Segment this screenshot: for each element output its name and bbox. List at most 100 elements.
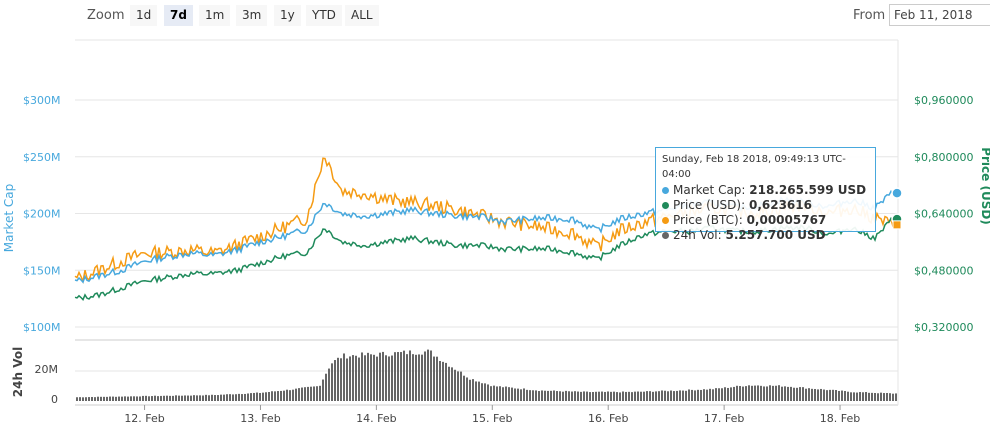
volume-bar <box>187 395 189 401</box>
volume-bar <box>817 389 819 401</box>
volume-bar <box>748 385 750 401</box>
tooltip-row-price-usd: Price (USD): 0,623616 <box>662 198 869 213</box>
volume-bar <box>316 386 318 401</box>
volume-bar <box>559 391 561 401</box>
x-tick-label: 12. Feb <box>124 412 164 425</box>
volume-bar <box>97 396 99 401</box>
volume-bar <box>400 352 402 401</box>
price-btc-dot-icon <box>662 217 669 224</box>
volume-bar <box>115 396 117 401</box>
volume-bar <box>136 396 138 401</box>
zoom-3m-button[interactable]: 3m <box>236 5 268 26</box>
volume-bar <box>703 389 705 401</box>
volume-bar <box>619 392 621 401</box>
volume-bar <box>883 393 885 401</box>
hover-markers <box>891 187 903 230</box>
volume-bar <box>379 352 381 401</box>
volume-bar <box>478 381 480 401</box>
x-tick-label: 16. Feb <box>588 412 628 425</box>
volume-bar <box>667 391 669 401</box>
volume-bar <box>112 396 114 401</box>
volume-bar <box>574 391 576 401</box>
volume-bar <box>325 373 327 401</box>
volume-bar <box>166 395 168 401</box>
zoom-7d-button[interactable]: 7d <box>164 5 193 26</box>
volume-bar <box>313 386 315 401</box>
y-left-tick-label: $100M <box>23 321 61 334</box>
volume-bar <box>712 389 714 401</box>
volume-bar <box>298 388 300 401</box>
volume-bar <box>223 394 225 401</box>
volume-bar <box>385 355 387 401</box>
volume-bar <box>508 387 510 401</box>
volume-bar <box>769 385 771 401</box>
y-right-tick-label: $0,480000 <box>914 264 974 277</box>
volume-bar <box>178 395 180 401</box>
volume-bar <box>706 389 708 401</box>
volume-bar <box>505 386 507 401</box>
volume-bar <box>109 396 111 401</box>
volume-bar <box>310 386 312 401</box>
volume-bar <box>538 391 540 401</box>
volume-bar <box>376 356 378 401</box>
volume-bar <box>523 388 525 401</box>
volume-bar <box>499 386 501 401</box>
volume-bar <box>496 386 498 401</box>
x-tick-label: 14. Feb <box>356 412 396 425</box>
volume-bar <box>445 362 447 401</box>
volume-bar <box>367 352 369 401</box>
volume-bar <box>766 386 768 401</box>
volume-bar <box>784 386 786 401</box>
volume-bar <box>643 391 645 401</box>
volume-bar <box>127 396 129 401</box>
zoom-all-button[interactable]: ALL <box>345 5 379 26</box>
volume-bar <box>637 391 639 401</box>
volume-bar <box>103 396 105 401</box>
y-axis-right: $0,320000 $0,480000 $0,640000 $0,800000 $0,9… <box>914 94 974 334</box>
zoom-label: Zoom <box>87 8 125 23</box>
volume-bar <box>439 360 441 401</box>
volume-bar <box>346 358 348 401</box>
zoom-1m-button[interactable]: 1m <box>199 5 231 26</box>
volume-bar <box>742 386 744 401</box>
volume-bar <box>391 355 393 401</box>
volume-bar <box>793 387 795 401</box>
volume-bar <box>397 352 399 401</box>
zoom-ytd-button[interactable]: YTD <box>306 5 342 26</box>
volume-bar <box>469 379 471 401</box>
volume-bar <box>535 390 537 401</box>
zoom-1y-button[interactable]: 1y <box>274 5 301 26</box>
volume-bar <box>697 389 699 401</box>
volume-bar <box>181 395 183 401</box>
volume-bar <box>718 388 720 401</box>
tooltip-row-price-btc: Price (BTC): 0,00005767 <box>662 213 869 228</box>
volume-bar <box>631 392 633 401</box>
volume-bar <box>526 389 528 401</box>
volume-bar <box>424 351 426 401</box>
volume-bar <box>886 393 888 401</box>
volume-bar <box>484 383 486 401</box>
zoom-1d-button[interactable]: 1d <box>130 5 158 26</box>
from-date-input[interactable] <box>889 4 990 26</box>
tooltip-timestamp: Sunday, Feb 18 2018, 09:49:13 UTC-04:00 <box>662 154 846 180</box>
volume-bar <box>859 392 861 401</box>
volume-bar <box>604 391 606 401</box>
volume-bar <box>835 390 837 401</box>
volume-bar <box>79 397 81 401</box>
volume-bar <box>364 355 366 401</box>
price-btc-hover-marker <box>892 220 902 230</box>
volume-bar <box>196 395 198 401</box>
volume-bar <box>334 360 336 401</box>
volume-bar <box>121 396 123 401</box>
volume-bar <box>865 392 867 401</box>
y-axis-volume-title: 24h Vol <box>11 347 25 397</box>
volume-bar <box>490 386 492 401</box>
volume-bar <box>307 386 309 401</box>
volume-bar <box>457 371 459 401</box>
volume-bar <box>616 392 618 401</box>
volume-bar <box>214 395 216 401</box>
volume-bar <box>139 396 141 401</box>
x-tick-label: 15. Feb <box>472 412 512 425</box>
volume-bar <box>352 355 354 401</box>
